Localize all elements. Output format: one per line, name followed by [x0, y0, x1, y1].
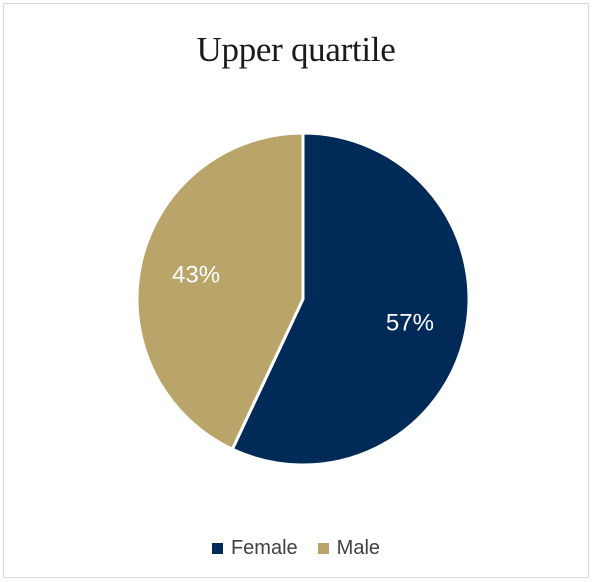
legend-label-male: Male — [336, 537, 381, 559]
pie-slice-male — [135, 131, 305, 451]
legend: Female Male — [4, 537, 588, 560]
legend-swatch-male — [317, 543, 329, 554]
data-label-female: 57% — [386, 309, 434, 336]
legend-item-male: Male — [317, 537, 381, 560]
legend-item-female: Female — [211, 537, 298, 560]
legend-label-female: Female — [230, 537, 298, 559]
pie-chart: 57% 43% — [135, 131, 471, 467]
data-label-male: 43% — [172, 262, 220, 289]
legend-swatch-female — [211, 543, 223, 554]
chart-title: Upper quartile — [196, 30, 396, 69]
chart-area: Upper quartile 57% 43% Female Male — [3, 3, 589, 578]
pie-slice-female — [230, 131, 471, 467]
